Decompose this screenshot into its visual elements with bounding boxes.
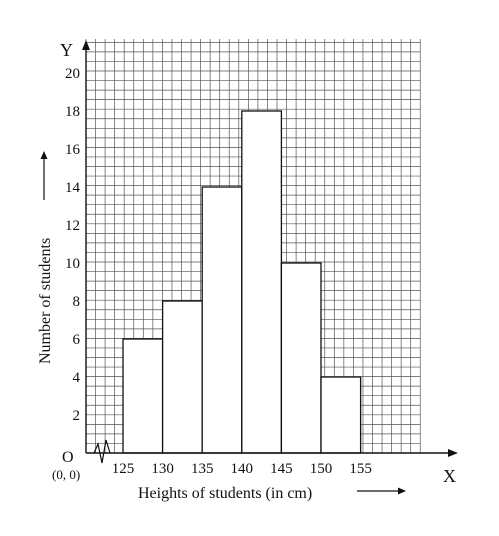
- bars-group: [122, 110, 362, 454]
- y-tick-label: 2: [73, 408, 81, 424]
- x-axis-letter: X: [443, 466, 456, 486]
- axes-group: [82, 40, 458, 464]
- origin-letter: O: [62, 449, 74, 466]
- x-axis-label: Heights of students (in cm): [138, 485, 312, 502]
- bar-130-135: [161, 300, 203, 454]
- y-tick-label: 8: [73, 294, 81, 310]
- x-tick-label: 140: [231, 461, 254, 477]
- y-tick-label: 18: [65, 104, 80, 120]
- x-tick-label: 125: [112, 461, 135, 477]
- y-tick-label: 10: [65, 256, 80, 272]
- y-tick-label: 6: [73, 332, 81, 348]
- bar-125-130: [122, 338, 164, 454]
- y-axis-letter: Y: [60, 40, 73, 60]
- bar-150-155: [320, 376, 362, 454]
- axis-break-mark: [93, 439, 111, 464]
- y-tick-label: 4: [73, 370, 81, 386]
- origin-coordinates: (0, 0): [52, 467, 80, 482]
- y-label-arrow: [40, 151, 48, 200]
- y-axis-label: Number of students: [37, 238, 54, 364]
- y-tick-label: 20: [65, 66, 80, 82]
- x-axis-arrowhead: [448, 449, 458, 457]
- bar-145-150: [280, 262, 322, 454]
- bar-135-140: [201, 186, 243, 454]
- x-tick-label: 135: [191, 461, 214, 477]
- x-tick-label: 145: [270, 461, 293, 477]
- bar-140-145: [241, 110, 283, 454]
- y-tick-label: 14: [65, 180, 81, 196]
- y-tick-label: 12: [65, 218, 80, 234]
- y-axis-arrowhead: [82, 40, 90, 50]
- x-tick-label: 155: [349, 461, 372, 477]
- x-tick-label: 150: [310, 461, 333, 477]
- x-tick-label: 130: [151, 461, 174, 477]
- y-tick-label: 16: [65, 142, 81, 158]
- x-label-arrow: [357, 487, 406, 495]
- y-tick-labels: 2 4 6 8 10 12 14 16 18 20: [65, 66, 81, 424]
- x-tick-labels: 125 130 135 140 145 150 155: [112, 461, 372, 477]
